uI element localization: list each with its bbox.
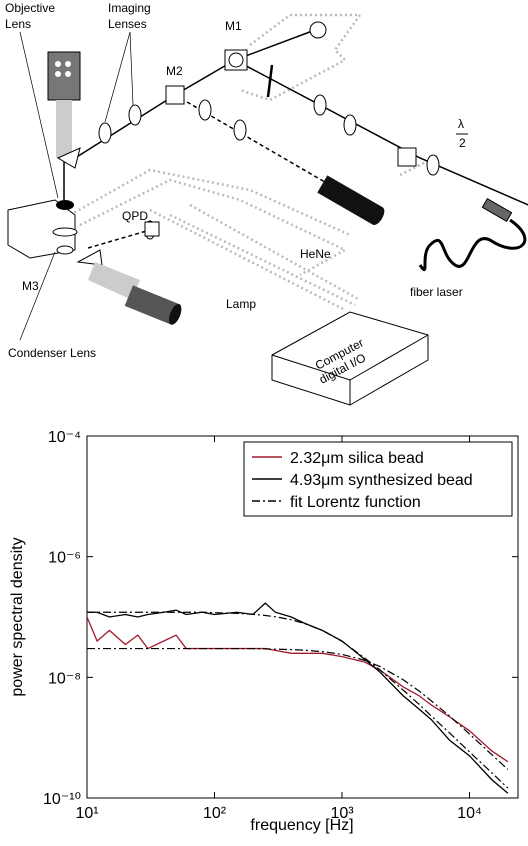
camera-beam [56, 100, 72, 158]
fiber-head [481, 197, 513, 223]
x-tick-label: 10² [203, 805, 227, 822]
control-line [149, 203, 361, 312]
lens [313, 94, 327, 116]
label: Imaging [108, 1, 151, 15]
y-tick-label: 10⁻⁶ [48, 550, 81, 567]
legend-label: fit Lorentz function [290, 494, 421, 511]
qpd-beam [87, 229, 151, 249]
lens [128, 104, 142, 126]
label: fiber laser [410, 285, 463, 299]
sample [52, 227, 78, 237]
lens [198, 99, 212, 121]
mirror [56, 147, 81, 169]
laser-beam [71, 59, 528, 206]
setup-diagram: Objective Lens Imaging Lenses M1 M2 QPD … [5, 1, 528, 406]
label: λ [458, 117, 464, 131]
series-line [87, 602, 509, 794]
y-tick-label: 10⁻⁸ [48, 670, 81, 687]
label: M1 [225, 19, 242, 33]
label: Lens [5, 17, 31, 31]
hene-laser [317, 175, 385, 226]
mirror-m2 [165, 85, 185, 105]
label: Condenser Lens [8, 346, 96, 360]
label: Lamp [226, 297, 256, 311]
legend-label: 4.93μm synthesized bead [290, 472, 473, 489]
label: QPD [122, 209, 148, 223]
legend-box [243, 441, 513, 517]
lens [233, 119, 247, 141]
hene-beam [174, 94, 331, 186]
series-line [87, 647, 509, 770]
lamp-beam [88, 262, 140, 300]
stage [7, 199, 76, 259]
plate [266, 64, 274, 98]
control-line [239, 13, 363, 102]
qpd [144, 221, 160, 237]
control-line [69, 168, 351, 237]
condenser [56, 245, 74, 255]
label: Lenses [108, 17, 147, 31]
cube [397, 147, 417, 167]
control-line [79, 178, 348, 277]
x-tick-label: 10¹ [75, 805, 98, 822]
camera [47, 51, 81, 101]
label: Objective [5, 1, 55, 15]
label: 2 [459, 136, 466, 150]
label: M3 [22, 279, 39, 293]
chart: frequency [Hz] power spectral density 10… [9, 429, 519, 834]
legend-label: 2.32μm silica bead [290, 450, 424, 467]
label: M2 [166, 64, 183, 78]
laser-beam [234, 29, 316, 61]
x-tick-label: 10⁴ [457, 805, 482, 822]
lens [426, 154, 440, 176]
x-tick-label: 10³ [330, 805, 354, 822]
y-tick-label: 10⁻⁴ [48, 429, 81, 446]
y-tick-label: 10⁻¹⁰ [43, 791, 81, 808]
computer [271, 311, 429, 406]
lens [98, 122, 112, 144]
series-line [87, 611, 509, 789]
lamp [124, 285, 182, 325]
mirror-m3 [76, 249, 103, 266]
detector [309, 21, 327, 39]
fiber [418, 218, 527, 272]
label: HeNe [300, 247, 331, 261]
y-axis-label: power spectral density [9, 537, 26, 696]
x-axis-label: frequency [Hz] [250, 817, 353, 834]
objective [56, 200, 74, 210]
lens [343, 114, 357, 136]
